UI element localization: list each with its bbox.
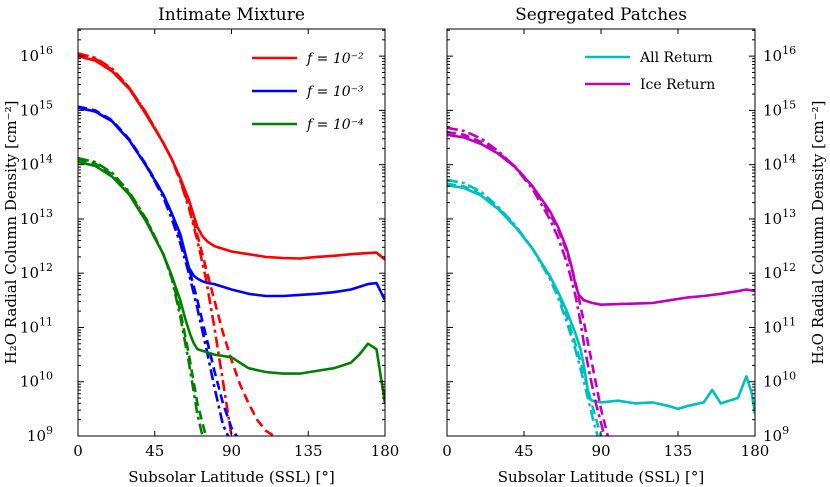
y-tick-label: 109 (27, 424, 53, 445)
y-tick-label-exp: 9 (46, 424, 53, 437)
y-tick-label-exp: 12 (39, 261, 53, 274)
y-tick-label-exp: 16 (39, 44, 53, 57)
series-line-1-f-10-dash-dot (78, 52, 233, 436)
y-tick-label-base: 10 (763, 427, 782, 445)
y-tick-label-base: 10 (763, 210, 782, 228)
y-tick-label-base: 10 (20, 47, 39, 65)
y-tick-label: 1015 (763, 98, 796, 119)
x-tick-label: 45 (514, 442, 533, 460)
y-tick-label-base: 10 (20, 373, 39, 391)
x-tick-label: 90 (591, 442, 610, 460)
series-line-7-f-10-dash-dot (78, 156, 204, 436)
series-group (447, 126, 755, 436)
x-tick-label: 0 (73, 442, 83, 460)
x-tick-label: 0 (442, 442, 452, 460)
legend-label: f = 10⁻³ (306, 84, 364, 100)
y-tick-label-exp: 11 (39, 315, 53, 328)
series-line-3-ice-return (447, 133, 755, 307)
y-tick-label-base: 10 (20, 264, 39, 282)
y-tick-label-base: 10 (20, 318, 39, 336)
y-tick-label-exp: 10 (782, 370, 796, 383)
y-tick-label: 1016 (763, 44, 796, 65)
y-tick-label: 1012 (20, 261, 53, 282)
y-tick-label-base: 10 (763, 373, 782, 391)
x-tick-label: 180 (741, 442, 770, 460)
y-tick-label-base: 10 (763, 318, 782, 336)
series-line-0-all-return (447, 184, 755, 415)
legend: f = 10⁻² f = 10⁻³ f = 10⁻⁴ (252, 51, 364, 133)
y-tick-label-base: 10 (20, 156, 39, 174)
y-tick-label-base: 10 (763, 156, 782, 174)
y-tick-label-exp: 15 (39, 98, 53, 111)
series-group (78, 52, 385, 436)
y-tick-label: 1010 (20, 370, 53, 391)
chart-title: Intimate Mixture (158, 5, 305, 25)
y-tick-label-base: 10 (763, 101, 782, 119)
x-axis-label: Subsolar Latitude (SSL) [°] (128, 468, 335, 486)
y-tick-label-exp: 13 (39, 207, 53, 220)
y-tick-label: 1011 (20, 315, 53, 336)
x-axis-label: Subsolar Latitude (SSL) [°] (498, 468, 705, 486)
y-tick-label: 1013 (763, 207, 796, 228)
y-tick-label-exp: 10 (39, 370, 53, 383)
y-tick-label-exp: 13 (782, 207, 796, 220)
y-tick-label-base: 10 (763, 47, 782, 65)
y-axis-label: H₂O Radial Column Density [cm⁻²] (809, 101, 827, 365)
y-tick-label-base: 10 (20, 210, 39, 228)
series-line-8-f-10-dashed (78, 157, 208, 436)
series-line-5-f-10-dashed (78, 105, 238, 436)
y-tick-label: 1010 (763, 370, 796, 391)
series-line-2-all-return-dashed (447, 182, 603, 436)
y-tick-label-exp: 11 (782, 315, 796, 328)
x-tick-label: 180 (371, 442, 400, 460)
series-line-5-ice-return-dashed (447, 130, 610, 436)
y-tick-label: 109 (763, 424, 789, 445)
x-tick-label: 45 (145, 442, 164, 460)
y-tick-label-exp: 12 (782, 261, 796, 274)
y-tick-label-base: 10 (20, 101, 39, 119)
legend-label: Ice Return (640, 77, 715, 93)
y-tick-label-base: 10 (27, 427, 46, 445)
legend-label: All Return (639, 50, 713, 66)
panel-segregated-patches: 0 45 90 135 18010910101011101210131014101510… (442, 5, 827, 486)
y-tick-label-exp: 15 (782, 98, 796, 111)
series-line-3-f-10 (78, 106, 385, 301)
y-tick-label: 1014 (20, 153, 53, 174)
y-axis-label: H₂O Radial Column Density [cm⁻²] (2, 101, 20, 365)
y-tick-label: 1015 (20, 98, 53, 119)
series-line-4-ice-return-dash-dot (447, 126, 606, 436)
y-tick-label-exp: 9 (782, 424, 789, 437)
y-tick-label-exp: 14 (39, 153, 53, 166)
x-tick-label: 135 (664, 442, 693, 460)
chart-title: Segregated Patches (515, 5, 687, 25)
y-tick-label: 1016 (20, 44, 53, 65)
y-tick-label-exp: 14 (782, 153, 796, 166)
x-tick-label: 90 (222, 442, 241, 460)
series-line-2-f-10-dashed (78, 53, 275, 436)
y-tick-label: 1011 (763, 315, 796, 336)
series-line-1-all-return-dash-dot (447, 178, 599, 436)
y-tick-label: 1013 (20, 207, 53, 228)
legend-label: f = 10⁻² (306, 51, 364, 67)
y-tick-label-exp: 16 (782, 44, 796, 57)
panel-intimate-mixture: 0 45 90 135 18010910101011101210131014101510… (2, 5, 399, 486)
y-tick-label-base: 10 (763, 264, 782, 282)
y-tick-label: 1014 (763, 153, 796, 174)
legend: All Return Ice Return (585, 50, 715, 93)
series-line-6-f-10 (78, 160, 385, 404)
y-tick-label: 1012 (763, 261, 796, 282)
legend-label: f = 10⁻⁴ (306, 117, 364, 133)
x-tick-label: 135 (294, 442, 323, 460)
